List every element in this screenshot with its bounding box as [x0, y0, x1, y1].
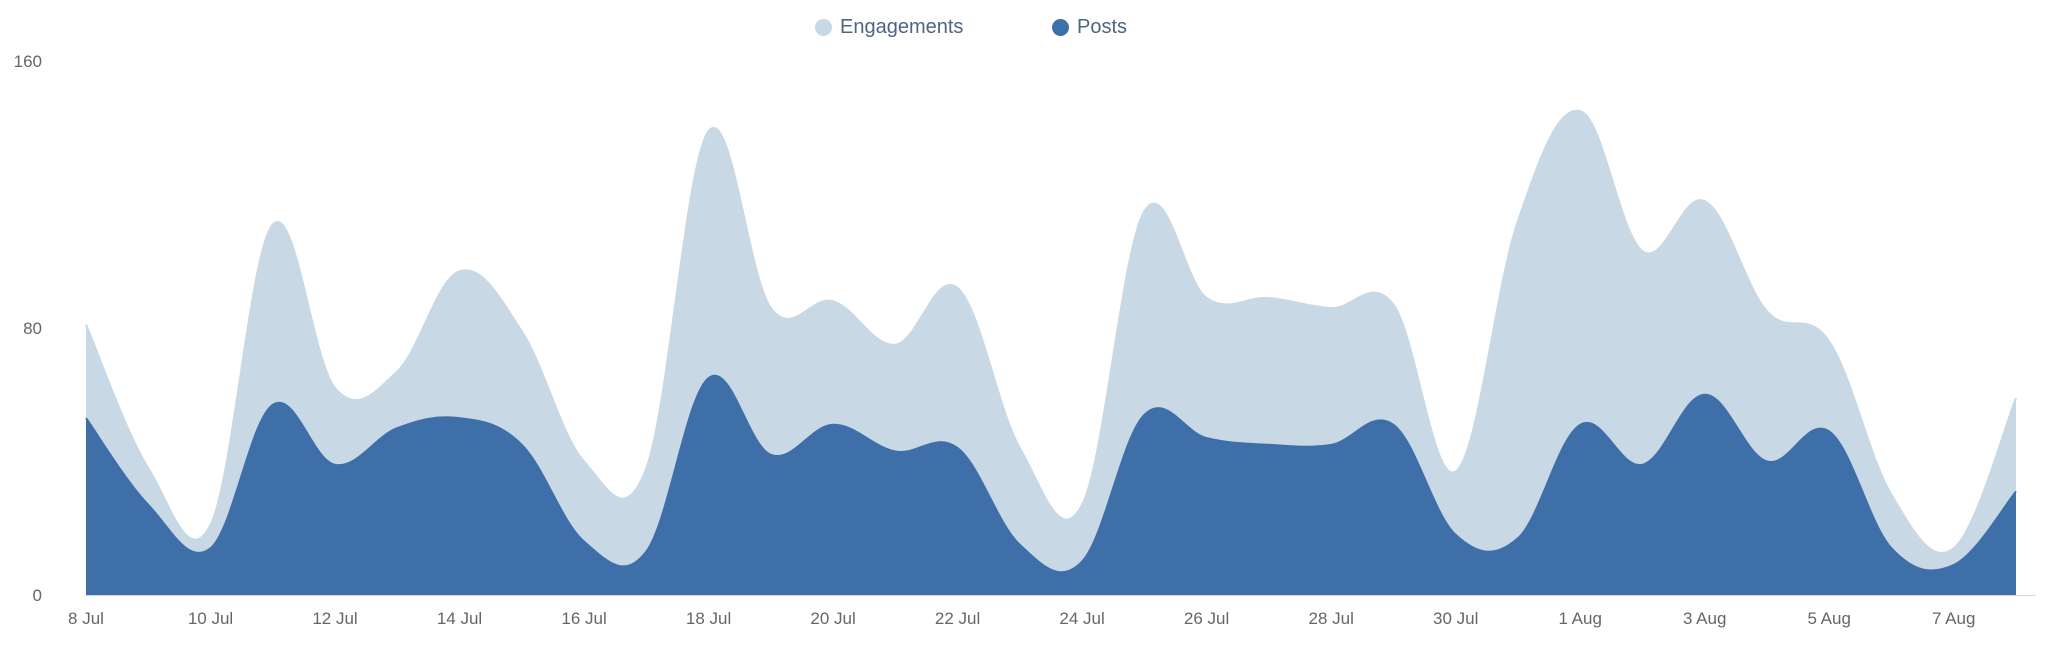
x-tick-label: 1 Aug — [1558, 609, 1602, 628]
y-tick-label: 160 — [14, 52, 42, 71]
x-tick-label: 28 Jul — [1309, 609, 1354, 628]
x-tick-label: 20 Jul — [810, 609, 855, 628]
x-tick-label: 7 Aug — [1932, 609, 1976, 628]
legend-item-engagements[interactable]: Engagements — [815, 14, 963, 40]
x-tick-label: 16 Jul — [561, 609, 606, 628]
x-tick-label: 12 Jul — [312, 609, 357, 628]
x-tick-label: 8 Jul — [68, 609, 104, 628]
series-line-posts — [85, 374, 2017, 574]
x-tick-label: 22 Jul — [935, 609, 980, 628]
y-tick-label: 0 — [33, 586, 42, 605]
x-tick-label: 18 Jul — [686, 609, 731, 628]
series-area-engagements — [86, 110, 2016, 596]
x-tick-label: 30 Jul — [1433, 609, 1478, 628]
series-line-engagements — [85, 109, 2017, 555]
legend-swatch-posts — [1052, 18, 1069, 36]
legend: Engagements Posts — [0, 14, 2048, 44]
x-tick-label: 10 Jul — [188, 609, 233, 628]
x-tick-label: 26 Jul — [1184, 609, 1229, 628]
y-tick-label: 80 — [23, 319, 42, 338]
legend-label-engagements: Engagements — [840, 15, 964, 38]
x-tick-label: 24 Jul — [1059, 609, 1104, 628]
x-tick-label: 3 Aug — [1683, 609, 1727, 628]
series-area-posts — [86, 375, 2016, 595]
legend-swatch-engagements — [815, 18, 832, 36]
legend-item-posts[interactable]: Posts — [1052, 14, 1127, 40]
x-tick-label: 14 Jul — [437, 609, 482, 628]
legend-label-posts: Posts — [1077, 15, 1128, 38]
x-tick-label: 5 Aug — [1807, 609, 1851, 628]
